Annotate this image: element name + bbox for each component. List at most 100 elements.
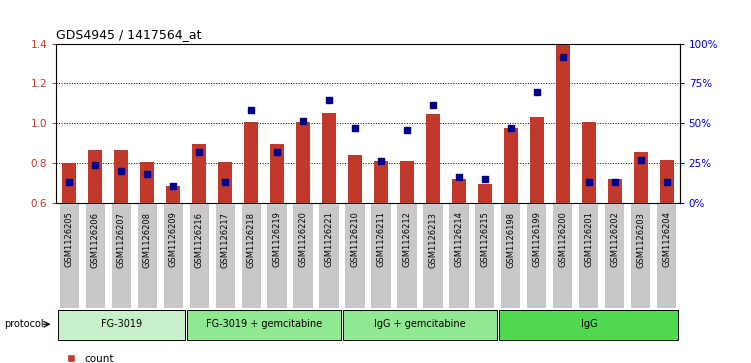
- FancyBboxPatch shape: [189, 204, 209, 308]
- Text: GSM1126207: GSM1126207: [116, 212, 125, 268]
- FancyBboxPatch shape: [319, 204, 339, 308]
- FancyBboxPatch shape: [137, 204, 157, 308]
- FancyBboxPatch shape: [631, 204, 650, 308]
- Bar: [452, 179, 466, 203]
- Point: [323, 98, 335, 103]
- Point: [297, 118, 309, 124]
- Bar: [296, 122, 310, 203]
- Point: [89, 163, 101, 168]
- Text: GSM1126198: GSM1126198: [506, 212, 515, 268]
- FancyBboxPatch shape: [499, 310, 678, 340]
- Text: GSM1126203: GSM1126203: [636, 212, 645, 268]
- FancyBboxPatch shape: [501, 204, 520, 308]
- Bar: [426, 114, 440, 203]
- Point: [63, 179, 75, 185]
- FancyBboxPatch shape: [294, 204, 312, 308]
- FancyBboxPatch shape: [605, 204, 624, 308]
- Text: GSM1126213: GSM1126213: [428, 212, 437, 268]
- Bar: [166, 186, 180, 203]
- FancyBboxPatch shape: [424, 204, 442, 308]
- FancyBboxPatch shape: [371, 204, 391, 308]
- Text: GSM1126202: GSM1126202: [611, 212, 620, 268]
- Text: GSM1126221: GSM1126221: [324, 212, 333, 268]
- Text: FG-3019 + gemcitabine: FG-3019 + gemcitabine: [206, 319, 322, 329]
- FancyBboxPatch shape: [164, 204, 182, 308]
- Bar: [270, 144, 284, 203]
- Point: [479, 176, 491, 182]
- Text: GSM1126200: GSM1126200: [558, 212, 567, 268]
- Point: [401, 127, 413, 133]
- Bar: [62, 163, 77, 203]
- Bar: [244, 122, 258, 203]
- Bar: [374, 161, 388, 203]
- FancyBboxPatch shape: [216, 204, 235, 308]
- Bar: [192, 144, 207, 203]
- Point: [219, 179, 231, 185]
- Bar: [88, 150, 102, 203]
- Text: IgG: IgG: [581, 319, 597, 329]
- Bar: [400, 161, 414, 203]
- Bar: [348, 155, 362, 203]
- Text: GSM1126210: GSM1126210: [351, 212, 360, 268]
- Text: FG-3019: FG-3019: [101, 319, 142, 329]
- FancyBboxPatch shape: [58, 310, 185, 340]
- Text: GSM1126217: GSM1126217: [221, 212, 230, 268]
- FancyBboxPatch shape: [112, 204, 131, 308]
- Point: [609, 179, 621, 185]
- Text: GSM1126215: GSM1126215: [481, 212, 490, 268]
- Bar: [581, 122, 596, 203]
- Bar: [504, 129, 518, 203]
- Bar: [322, 113, 336, 203]
- Text: GSM1126220: GSM1126220: [299, 212, 308, 268]
- Point: [583, 179, 595, 185]
- FancyBboxPatch shape: [449, 204, 469, 308]
- Bar: [556, 45, 570, 203]
- Text: GSM1126205: GSM1126205: [65, 212, 74, 268]
- Point: [141, 171, 153, 177]
- Legend: count, percentile rank within the sample: count, percentile rank within the sample: [62, 350, 264, 363]
- Point: [427, 102, 439, 108]
- FancyBboxPatch shape: [86, 204, 105, 308]
- Text: GSM1126214: GSM1126214: [454, 212, 463, 268]
- Bar: [608, 179, 622, 203]
- FancyBboxPatch shape: [475, 204, 494, 308]
- Point: [271, 150, 283, 155]
- Point: [453, 175, 465, 180]
- Point: [349, 126, 361, 131]
- FancyBboxPatch shape: [553, 204, 572, 308]
- FancyBboxPatch shape: [345, 204, 365, 308]
- Text: GSM1126201: GSM1126201: [584, 212, 593, 268]
- Point: [505, 126, 517, 131]
- Point: [115, 168, 127, 174]
- FancyBboxPatch shape: [343, 310, 496, 340]
- Point: [245, 107, 257, 113]
- Text: GSM1126219: GSM1126219: [273, 212, 282, 268]
- Point: [193, 150, 205, 155]
- FancyBboxPatch shape: [579, 204, 599, 308]
- Text: GSM1126211: GSM1126211: [376, 212, 385, 268]
- FancyBboxPatch shape: [188, 310, 341, 340]
- Text: GSM1126209: GSM1126209: [169, 212, 178, 268]
- FancyBboxPatch shape: [527, 204, 547, 308]
- Text: GSM1126216: GSM1126216: [195, 212, 204, 268]
- Point: [375, 158, 387, 164]
- FancyBboxPatch shape: [657, 204, 677, 308]
- Text: GSM1126204: GSM1126204: [662, 212, 671, 268]
- FancyBboxPatch shape: [242, 204, 261, 308]
- Point: [531, 90, 543, 95]
- Text: GDS4945 / 1417564_at: GDS4945 / 1417564_at: [56, 28, 202, 41]
- Bar: [218, 162, 232, 203]
- Text: GSM1126199: GSM1126199: [532, 212, 541, 268]
- FancyBboxPatch shape: [59, 204, 79, 308]
- Point: [556, 54, 569, 60]
- Bar: [634, 152, 648, 203]
- Bar: [114, 150, 128, 203]
- Bar: [478, 184, 492, 203]
- Point: [635, 158, 647, 163]
- Text: GSM1126212: GSM1126212: [403, 212, 412, 268]
- FancyBboxPatch shape: [267, 204, 287, 308]
- Bar: [659, 160, 674, 203]
- Text: GSM1126218: GSM1126218: [246, 212, 255, 268]
- Text: IgG + gemcitabine: IgG + gemcitabine: [374, 319, 466, 329]
- Text: GSM1126208: GSM1126208: [143, 212, 152, 268]
